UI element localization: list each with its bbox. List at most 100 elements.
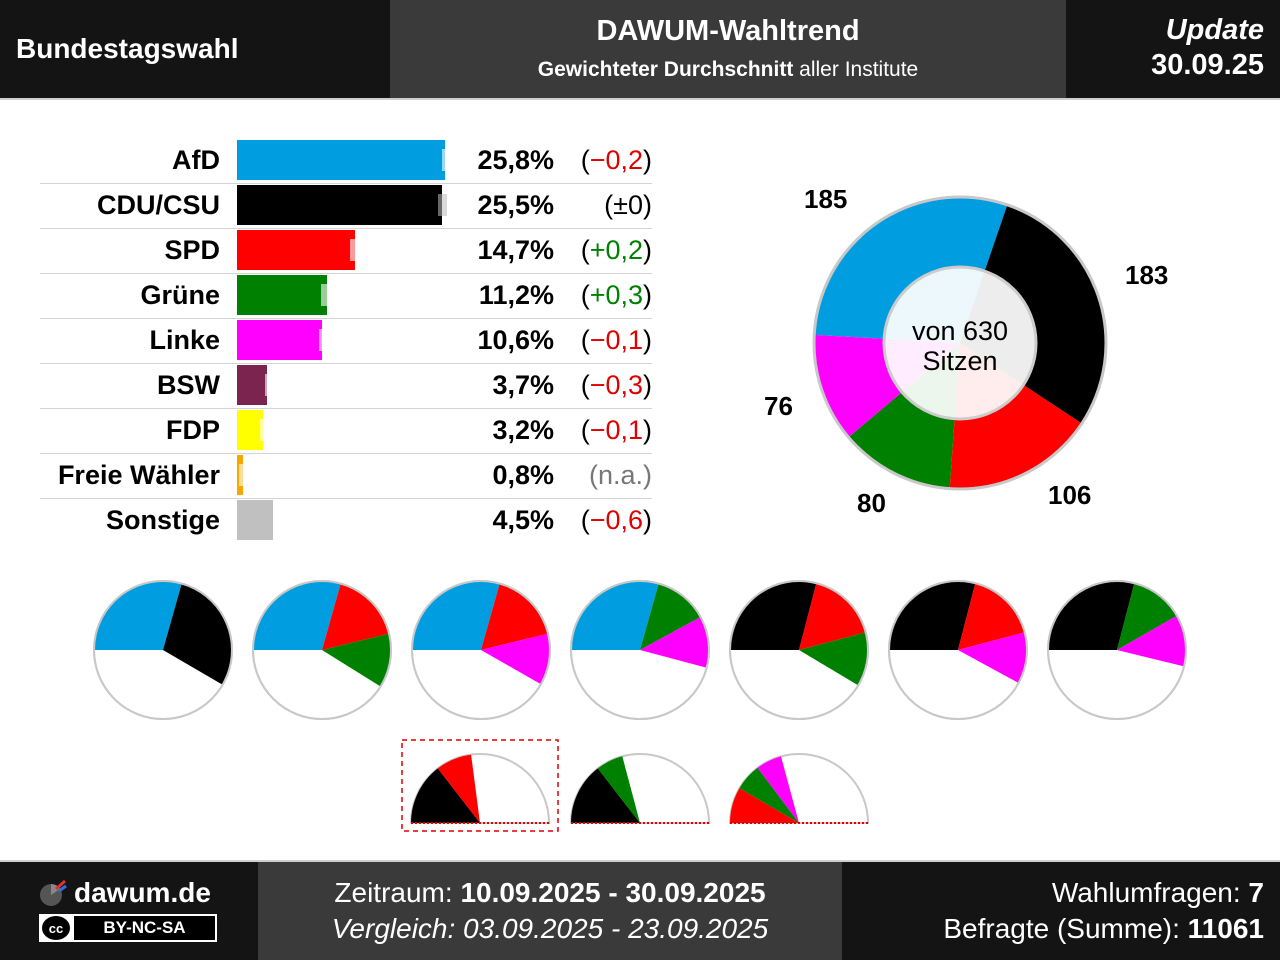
seat-label-spd: 106 — [1048, 480, 1092, 510]
coalition-pie-border — [93, 580, 233, 720]
license-text: BY-NC-SA — [74, 916, 215, 940]
dawum-logo-icon — [40, 879, 67, 906]
party-value: 25,8% — [477, 145, 554, 175]
party-value: 14,7% — [477, 235, 554, 265]
seat-label-linke: 76 — [764, 391, 793, 421]
party-change: (−0,2) — [580, 145, 652, 175]
total-seats-text: von 630 Sitzen — [880, 316, 1040, 376]
coalition-pie — [728, 753, 870, 824]
coalition-slice — [958, 583, 1025, 650]
coalition-slice — [481, 633, 550, 685]
party-name: CDU/CSU — [96, 190, 220, 220]
license-badge[interactable]: cc BY-NC-SA — [39, 914, 217, 942]
party-name: SPD — [164, 235, 220, 265]
party-change: (+0,2) — [580, 235, 652, 265]
header-center: DAWUM-Wahltrend Gewichteter Durchschnitt… — [390, 0, 1066, 98]
coalition-pie — [252, 580, 392, 720]
coalition-pie — [1047, 580, 1187, 720]
footer-divider — [0, 860, 1280, 862]
coalition-slice — [163, 583, 232, 685]
coalition-slice — [437, 754, 480, 823]
update-date: 30.09.25 — [1151, 49, 1264, 81]
polls-line: Wahlumfragen: 7 — [842, 877, 1264, 909]
seat-label-cdu: 183 — [1125, 260, 1169, 290]
party-row: Linke 10,6% (−0,1) — [40, 318, 652, 364]
coalition-pie — [411, 580, 551, 720]
coalition-pie-border — [888, 580, 1028, 720]
party-row: Freie Wähler 0,8% (n.a.) — [40, 453, 652, 499]
previous-value-marker — [438, 194, 448, 216]
seat-label-gruene: 80 — [857, 488, 886, 518]
party-row: SPD 14,7% (+0,2) — [40, 228, 652, 274]
party-change: (+0,3) — [580, 280, 652, 310]
coalition-slice — [799, 583, 866, 650]
party-name: AfD — [172, 145, 220, 175]
page-title: DAWUM-Wahltrend — [596, 15, 860, 47]
coalition-pie — [401, 739, 559, 832]
party-row: BSW 3,7% (−0,3) — [40, 363, 652, 409]
respondents-value: 11061 — [1187, 913, 1264, 944]
previous-value-marker — [442, 149, 452, 171]
party-bar — [237, 230, 356, 270]
coalition-slice — [730, 581, 817, 650]
coalition-pie-border — [570, 580, 710, 720]
party-bar — [237, 320, 323, 360]
party-value: 3,7% — [492, 370, 554, 400]
coalition-pie — [729, 580, 869, 720]
coalition-pie-border — [411, 580, 551, 720]
coalition-slice — [640, 583, 701, 650]
party-name: FDP — [166, 415, 220, 445]
party-value: 3,2% — [492, 415, 554, 445]
period-label: Zeitraum: — [334, 877, 461, 908]
party-name: Linke — [149, 325, 220, 355]
header-divider — [0, 98, 1280, 100]
party-change: (−0,3) — [580, 370, 652, 400]
coalition-slice — [571, 581, 659, 650]
party-bar — [237, 500, 274, 540]
brand-name[interactable]: dawum.de — [74, 877, 211, 908]
party-value: 25,5% — [477, 190, 554, 220]
coalition-slice — [322, 633, 391, 687]
party-value: 0,8% — [492, 460, 554, 490]
coalition-slice — [1117, 583, 1177, 650]
coalition-slice — [640, 617, 709, 668]
previous-value-marker — [274, 509, 284, 531]
update-label: Update — [1165, 14, 1264, 46]
total-seats-line2: Sitzen — [922, 346, 998, 376]
comparison-line: Vergleich: 03.09.2025 - 23.09.2025 — [331, 913, 769, 944]
party-name: Sonstige — [105, 505, 220, 535]
coalition-pie — [569, 753, 711, 824]
donut-outline — [812, 195, 1108, 491]
coalition-slice — [94, 581, 182, 650]
respondents-label: Befragte (Summe): — [943, 913, 1188, 944]
coalition-slice — [481, 583, 549, 650]
party-value: 11,2% — [478, 280, 554, 310]
previous-value-marker — [319, 329, 329, 351]
party-row: Sonstige 4,5% (−0,6) — [40, 498, 652, 543]
party-name: BSW — [157, 370, 220, 400]
coalition-highlight-frame — [401, 739, 559, 832]
coalition-slice — [412, 581, 500, 650]
update-box: Update 30.09.25 — [1066, 0, 1280, 98]
party-change: (±0) — [604, 190, 652, 220]
party-name: Grüne — [140, 280, 220, 310]
party-change: (n.a.) — [588, 460, 652, 490]
coalition-slice — [730, 788, 799, 823]
party-value: 4,5% — [492, 505, 554, 535]
seat-slice-cdu — [960, 204, 1107, 424]
seat-donut-chart — [812, 195, 1108, 491]
party-bar — [237, 185, 443, 225]
period-line: Zeitraum: 10.09.2025 - 30.09.2025 — [258, 877, 842, 909]
seat-label-afd: 185 — [804, 184, 848, 214]
coalition-pies — [93, 580, 1187, 832]
party-change: (−0,1) — [580, 415, 652, 445]
polls-label: Wahlumfragen: — [1051, 877, 1249, 908]
page-subtitle: Gewichteter Durchschnitt aller Institute — [390, 58, 1066, 82]
coalition-slice — [958, 632, 1027, 683]
party-bar — [237, 365, 267, 405]
coalition-slice — [799, 632, 868, 686]
subtitle-rest: aller Institute — [799, 58, 919, 81]
subtitle-bold: Gewichteter Durchschnitt — [537, 58, 794, 81]
coalition-slice — [253, 581, 341, 650]
previous-value-marker — [265, 374, 275, 396]
